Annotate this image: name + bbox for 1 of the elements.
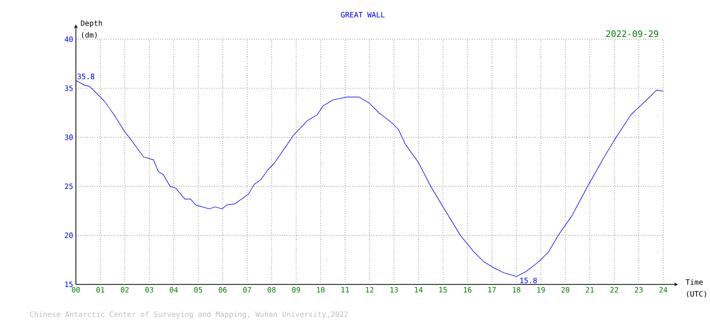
chart-subtitle: 2022-09-29 xyxy=(606,30,658,38)
